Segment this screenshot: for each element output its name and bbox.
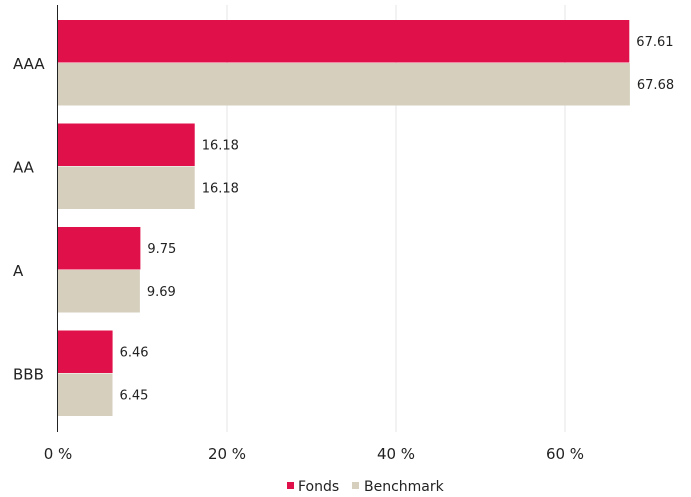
x-tick-labels: 0 % 20 % 40 % 60 %	[44, 445, 584, 463]
legend-label-fonds: Fonds	[298, 479, 339, 495]
data-labels: 67.61 67.68 16.18 16.18 9.75 9.69 6.46 6.45	[120, 35, 675, 404]
data-label: 6.45	[120, 389, 149, 404]
bar-fonds-bbb	[58, 330, 113, 373]
bar-fonds-a	[58, 227, 141, 270]
bar-benchmark-aaa	[58, 63, 630, 106]
data-label: 9.69	[147, 285, 176, 300]
category-label: AAA	[13, 55, 45, 73]
bar-fonds-aaa	[58, 20, 630, 63]
legend: Fonds Benchmark	[287, 479, 445, 495]
x-tick-label: 20 %	[208, 445, 246, 463]
bar-benchmark-a	[58, 270, 140, 313]
category-label: BBB	[13, 366, 44, 384]
legend-swatch-benchmark	[352, 482, 359, 489]
legend-label-benchmark: Benchmark	[364, 479, 445, 495]
data-label: 9.75	[147, 242, 176, 257]
category-label: AA	[13, 159, 35, 177]
data-label: 16.18	[202, 182, 239, 197]
data-label: 67.61	[636, 35, 673, 50]
data-label: 6.46	[120, 346, 149, 361]
x-tick-label: 60 %	[546, 445, 584, 463]
bar-benchmark-bbb	[58, 373, 113, 416]
bars	[58, 20, 630, 416]
bar-fonds-aa	[58, 123, 195, 166]
x-tick-label: 40 %	[377, 445, 415, 463]
category-label: A	[13, 262, 24, 280]
legend-swatch-fonds	[287, 482, 294, 489]
bar-benchmark-aa	[58, 166, 195, 209]
data-label: 67.68	[637, 78, 674, 93]
x-tick-label: 0 %	[44, 445, 73, 463]
data-label: 16.18	[202, 139, 239, 154]
